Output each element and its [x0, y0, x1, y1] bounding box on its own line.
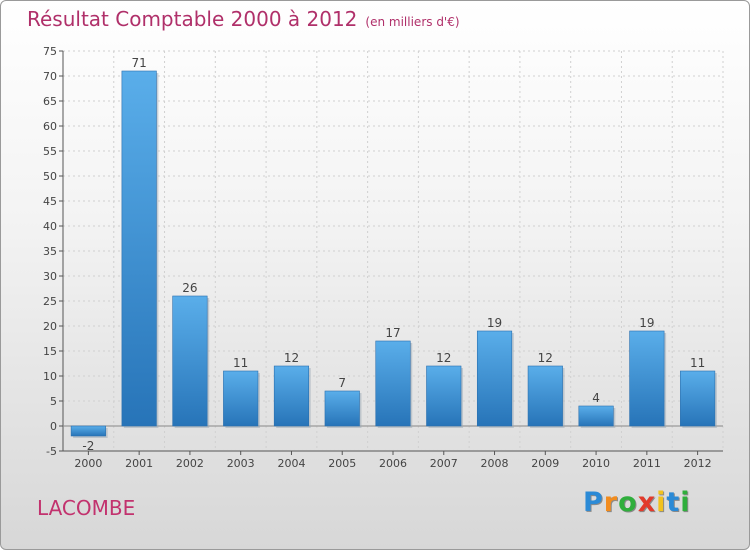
data-label: 4 — [592, 391, 600, 405]
chart-title: Résultat Comptable 2000 à 2012 (en millie… — [27, 7, 460, 31]
data-label: 11 — [233, 356, 248, 370]
logo-letter: t — [666, 487, 681, 518]
x-tick-label: 2009 — [531, 457, 559, 470]
data-label: 26 — [182, 281, 197, 295]
y-tick-label: 65 — [43, 95, 57, 108]
bar — [527, 365, 563, 427]
y-tick-label: 50 — [43, 170, 57, 183]
data-label: 19 — [487, 316, 502, 330]
bar — [70, 425, 106, 437]
bars — [70, 70, 717, 438]
data-label: 71 — [132, 56, 147, 70]
data-label: 12 — [436, 351, 451, 365]
logo-letter: x — [637, 487, 657, 518]
x-tick-label: 2010 — [582, 457, 610, 470]
x-tick-label: 2000 — [74, 457, 102, 470]
y-tick-label: 15 — [43, 345, 57, 358]
y-tick-label: 45 — [43, 195, 57, 208]
x-tick-label: 2008 — [481, 457, 509, 470]
x-tick-label: 2012 — [684, 457, 712, 470]
bar — [223, 370, 259, 427]
bar — [121, 70, 157, 427]
x-tick-label: 2001 — [125, 457, 153, 470]
logo-letter: i — [656, 487, 667, 518]
bar — [273, 365, 310, 427]
commune-name: LACOMBE — [37, 496, 136, 520]
logo-letter: r — [603, 487, 619, 518]
x-tick-label: 2006 — [379, 457, 407, 470]
x-tick-labels: 2000 2001 2002 2003 2004 2005 2006 2007 2008 2009… — [74, 457, 711, 470]
x-tick-label: 2005 — [328, 457, 356, 470]
logo-letter: o — [618, 487, 638, 518]
bar — [426, 365, 462, 427]
data-label: 17 — [385, 326, 400, 340]
data-label: -2 — [82, 439, 94, 453]
title-unit: (en milliers d'€) — [365, 15, 460, 29]
x-tick-label: 2004 — [277, 457, 305, 470]
y-tick-label: 10 — [43, 370, 57, 383]
y-tick-label: 20 — [43, 320, 57, 333]
bar — [324, 390, 360, 427]
y-tick-label: 70 — [43, 70, 57, 83]
data-label: 11 — [690, 356, 705, 370]
bar — [680, 370, 716, 427]
x-tick-label: 2011 — [633, 457, 661, 470]
x-tick-label: 2002 — [176, 457, 204, 470]
proxiti-logo: Proxiti — [583, 487, 691, 518]
bar — [172, 295, 208, 427]
data-label: 12 — [538, 351, 553, 365]
y-tick-labels: -5 0 5 10 15 20 25 30 35 40 45 50 55 60 65 70 75 — [43, 45, 57, 458]
y-tick-label: 35 — [43, 245, 57, 258]
data-labels: -2 71 26 11 12 7 17 12 19 12 4 19 11 — [82, 56, 705, 453]
y-tick-label: 75 — [43, 45, 57, 58]
bar — [476, 330, 513, 427]
y-tick-label: 5 — [50, 395, 57, 408]
y-tick-label: 60 — [43, 120, 57, 133]
y-tick-label: 25 — [43, 295, 57, 308]
bar — [375, 340, 411, 427]
y-tick-label: 55 — [43, 145, 57, 158]
title-text: Résultat Comptable 2000 à 2012 — [27, 7, 358, 31]
data-label: 12 — [284, 351, 299, 365]
data-label: 7 — [338, 376, 346, 390]
x-tick-label: 2007 — [430, 457, 458, 470]
bar — [578, 405, 614, 427]
y-tick-label: 40 — [43, 220, 57, 233]
y-tick-label: -5 — [46, 445, 57, 458]
x-tick-label: 2003 — [227, 457, 255, 470]
bar — [629, 330, 665, 427]
data-label: 19 — [639, 316, 654, 330]
logo-letter: P — [583, 487, 604, 518]
y-tick-label: 0 — [50, 420, 57, 433]
y-tick-label: 30 — [43, 270, 57, 283]
logo-letter: i — [680, 487, 691, 518]
